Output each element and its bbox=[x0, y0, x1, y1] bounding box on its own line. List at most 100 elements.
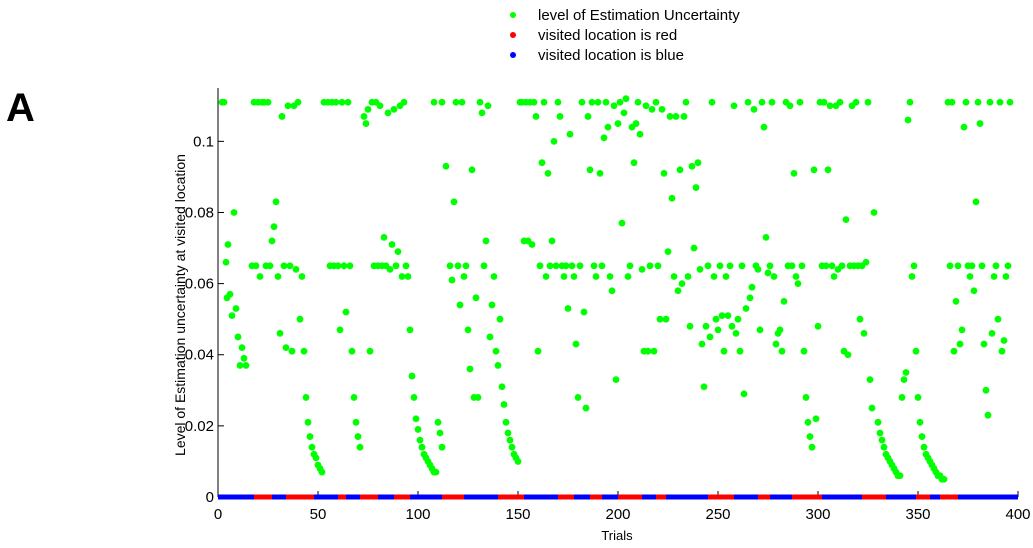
uncertainty-point bbox=[734, 315, 742, 323]
uncertainty-point bbox=[786, 102, 794, 110]
uncertainty-point bbox=[464, 326, 472, 334]
uncertainty-point bbox=[618, 219, 626, 227]
uncertainty-point bbox=[842, 216, 850, 223]
uncertainty-point bbox=[940, 475, 948, 483]
uncertainty-point bbox=[230, 209, 238, 216]
uncertainty-point bbox=[630, 159, 638, 167]
uncertainty-point bbox=[600, 134, 608, 142]
uncertainty-point bbox=[610, 102, 618, 110]
uncertainty-point bbox=[442, 162, 450, 170]
uncertainty-point bbox=[308, 443, 316, 451]
uncertainty-point bbox=[648, 105, 656, 113]
uncertainty-point bbox=[978, 262, 986, 270]
uncertainty-point bbox=[534, 347, 542, 355]
uncertainty-point bbox=[966, 273, 974, 280]
uncertainty-point bbox=[692, 184, 700, 191]
uncertainty-point bbox=[234, 333, 242, 341]
red-visit-segment bbox=[498, 494, 524, 500]
uncertainty-point bbox=[968, 262, 976, 270]
blue-visit-segment bbox=[314, 494, 338, 500]
uncertainty-point bbox=[488, 301, 496, 309]
uncertainty-point bbox=[906, 98, 914, 106]
uncertainty-point bbox=[718, 312, 726, 320]
uncertainty-point bbox=[578, 98, 586, 106]
uncertainty-point bbox=[656, 315, 664, 323]
uncertainty-point bbox=[364, 105, 372, 113]
uncertainty-point bbox=[612, 376, 620, 384]
uncertainty-point bbox=[342, 308, 350, 316]
uncertainty-point bbox=[676, 166, 684, 174]
legend: level of Estimation Uncertainty visited l… bbox=[510, 7, 740, 64]
uncertainty-point bbox=[480, 262, 488, 270]
uncertainty-point bbox=[348, 347, 356, 355]
uncertainty-point bbox=[394, 248, 402, 256]
uncertainty-point bbox=[434, 418, 442, 426]
y-tick-label: 0.1 bbox=[193, 133, 214, 150]
red-visit-segment bbox=[758, 494, 770, 500]
red-visit-segment bbox=[338, 494, 346, 500]
uncertainty-point bbox=[856, 315, 864, 323]
uncertainty-point bbox=[508, 443, 516, 451]
uncertainty-point bbox=[296, 315, 304, 323]
uncertainty-point bbox=[222, 258, 230, 266]
uncertainty-point bbox=[432, 468, 440, 476]
x-tick-label: 350 bbox=[905, 506, 930, 523]
uncertainty-point bbox=[740, 390, 748, 398]
uncertainty-point bbox=[948, 98, 956, 106]
red-visit-segment bbox=[940, 494, 958, 500]
uncertainty-point bbox=[536, 262, 544, 270]
uncertainty-point bbox=[808, 443, 816, 451]
uncertainty-point bbox=[642, 102, 650, 110]
uncertainty-point bbox=[670, 273, 678, 280]
uncertainty-point bbox=[790, 169, 798, 177]
blue-visit-segment bbox=[524, 494, 558, 500]
uncertainty-point bbox=[466, 365, 474, 373]
uncertainty-point bbox=[472, 294, 480, 302]
y-tick-label: 0.06 bbox=[185, 276, 214, 293]
uncertainty-point bbox=[706, 333, 714, 341]
legend-label: visited location is blue bbox=[538, 47, 684, 64]
uncertainty-point bbox=[468, 166, 476, 174]
uncertainty-point bbox=[826, 102, 834, 110]
uncertainty-point bbox=[896, 472, 904, 480]
uncertainty-point bbox=[402, 262, 410, 270]
uncertainty-point bbox=[994, 315, 1002, 323]
uncertainty-point bbox=[688, 162, 696, 170]
uncertainty-point bbox=[830, 273, 838, 280]
uncertainty-point bbox=[634, 98, 642, 106]
uncertainty-point bbox=[748, 283, 756, 291]
uncertainty-point bbox=[682, 98, 690, 106]
uncertainty-point bbox=[662, 315, 670, 323]
uncertainty-point bbox=[810, 166, 818, 174]
uncertainty-point bbox=[864, 98, 872, 106]
uncertainty-point bbox=[606, 273, 614, 280]
uncertainty-point bbox=[398, 273, 406, 280]
uncertainty-point bbox=[552, 262, 560, 270]
uncertainty-point bbox=[484, 102, 492, 110]
uncertainty-point bbox=[992, 262, 1000, 270]
uncertainty-point bbox=[874, 418, 882, 426]
uncertainty-point bbox=[380, 233, 388, 241]
legend-marker bbox=[510, 52, 516, 58]
uncertainty-point bbox=[224, 241, 232, 248]
uncertainty-point bbox=[336, 326, 344, 334]
uncertainty-point bbox=[956, 340, 964, 348]
uncertainty-point bbox=[1006, 98, 1014, 106]
uncertainty-point bbox=[806, 433, 814, 440]
uncertainty-point bbox=[278, 113, 286, 120]
uncertainty-point bbox=[972, 198, 980, 206]
uncertainty-point bbox=[738, 262, 746, 270]
uncertainty-point bbox=[868, 404, 876, 412]
uncertainty-point bbox=[800, 347, 808, 355]
uncertainty-point bbox=[762, 233, 770, 241]
uncertainty-point bbox=[276, 330, 284, 337]
uncertainty-point bbox=[870, 209, 878, 216]
uncertainty-point bbox=[822, 262, 830, 270]
uncertainty-point bbox=[392, 262, 400, 270]
uncertainty-point bbox=[716, 262, 724, 270]
uncertainty-point bbox=[622, 95, 630, 103]
uncertainty-point bbox=[228, 312, 236, 320]
uncertainty-point bbox=[500, 401, 508, 408]
uncertainty-point bbox=[674, 287, 682, 295]
